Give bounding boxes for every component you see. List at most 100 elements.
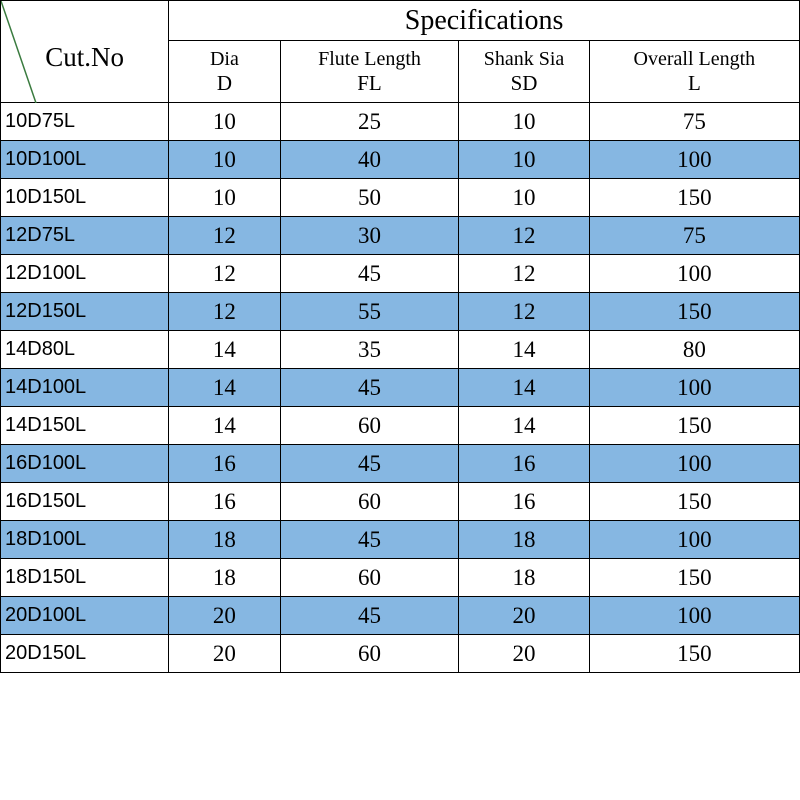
cell-overall: 150 xyxy=(589,293,799,331)
column-header-overall: Overall Length L xyxy=(589,41,799,103)
cell-flute: 45 xyxy=(280,521,459,559)
table-row: 12D75L12301275 xyxy=(1,217,800,255)
header-bottom: FL xyxy=(281,71,459,96)
table-row: 10D100L104010100 xyxy=(1,141,800,179)
cell-overall: 100 xyxy=(589,597,799,635)
cell-dia: 16 xyxy=(169,483,280,521)
cell-flute: 45 xyxy=(280,255,459,293)
cell-cutno: 14D80L xyxy=(1,331,169,369)
cell-overall: 100 xyxy=(589,445,799,483)
cell-dia: 12 xyxy=(169,217,280,255)
cell-flute: 35 xyxy=(280,331,459,369)
cell-dia: 14 xyxy=(169,407,280,445)
column-header-shank: Shank Sia SD xyxy=(459,41,589,103)
column-header-dia: Dia D xyxy=(169,41,280,103)
cell-overall: 150 xyxy=(589,483,799,521)
header-top: Flute Length xyxy=(281,47,459,71)
cell-flute: 45 xyxy=(280,369,459,407)
header-top: Overall Length xyxy=(590,47,799,71)
table-body: 10D75L1025107510D100L10401010010D150L105… xyxy=(1,103,800,673)
cell-flute: 60 xyxy=(280,407,459,445)
cell-overall: 100 xyxy=(589,255,799,293)
cell-overall: 150 xyxy=(589,635,799,673)
cell-cutno: 20D100L xyxy=(1,597,169,635)
table-row: 16D100L164516100 xyxy=(1,445,800,483)
cell-cutno: 12D75L xyxy=(1,217,169,255)
cell-shank: 20 xyxy=(459,597,589,635)
specifications-table: Cut.No Specifications Dia D Flute Length… xyxy=(0,0,800,673)
cell-cutno: 12D150L xyxy=(1,293,169,331)
cell-overall: 100 xyxy=(589,521,799,559)
cell-shank: 20 xyxy=(459,635,589,673)
cell-overall: 150 xyxy=(589,407,799,445)
table-row: 20D150L206020150 xyxy=(1,635,800,673)
cell-shank: 12 xyxy=(459,255,589,293)
cell-flute: 55 xyxy=(280,293,459,331)
cell-dia: 20 xyxy=(169,597,280,635)
cell-flute: 60 xyxy=(280,483,459,521)
header-top: Shank Sia xyxy=(459,47,588,71)
cell-dia: 12 xyxy=(169,255,280,293)
cell-cutno: 14D150L xyxy=(1,407,169,445)
table-row: 10D75L10251075 xyxy=(1,103,800,141)
table-row: 12D150L125512150 xyxy=(1,293,800,331)
cell-dia: 12 xyxy=(169,293,280,331)
cell-flute: 60 xyxy=(280,559,459,597)
table-row: 18D150L186018150 xyxy=(1,559,800,597)
cell-dia: 10 xyxy=(169,179,280,217)
table-row: 16D150L166016150 xyxy=(1,483,800,521)
cell-shank: 16 xyxy=(459,483,589,521)
cell-flute: 60 xyxy=(280,635,459,673)
cell-cutno: 10D100L xyxy=(1,141,169,179)
header-top: Dia xyxy=(169,47,279,71)
cell-dia: 20 xyxy=(169,635,280,673)
cell-cutno: 16D150L xyxy=(1,483,169,521)
table-row: 14D150L146014150 xyxy=(1,407,800,445)
cell-shank: 18 xyxy=(459,521,589,559)
table-row: 20D100L204520100 xyxy=(1,597,800,635)
cell-overall: 150 xyxy=(589,179,799,217)
header-bottom: SD xyxy=(459,71,588,96)
cell-overall: 150 xyxy=(589,559,799,597)
cell-flute: 45 xyxy=(280,597,459,635)
cell-shank: 10 xyxy=(459,141,589,179)
cell-cutno: 14D100L xyxy=(1,369,169,407)
table-row: 10D150L105010150 xyxy=(1,179,800,217)
table-row: 12D100L124512100 xyxy=(1,255,800,293)
table-row: 14D100L144514100 xyxy=(1,369,800,407)
cell-cutno: 10D150L xyxy=(1,179,169,217)
cell-cutno: 20D150L xyxy=(1,635,169,673)
cell-flute: 30 xyxy=(280,217,459,255)
cell-dia: 18 xyxy=(169,559,280,597)
cell-dia: 10 xyxy=(169,103,280,141)
table-title: Specifications xyxy=(169,1,800,41)
cell-cutno: 12D100L xyxy=(1,255,169,293)
cell-shank: 16 xyxy=(459,445,589,483)
cell-dia: 18 xyxy=(169,521,280,559)
cell-overall: 75 xyxy=(589,217,799,255)
cell-cutno: 10D75L xyxy=(1,103,169,141)
cell-cutno: 18D100L xyxy=(1,521,169,559)
header-bottom: L xyxy=(590,71,799,96)
table-row: 18D100L184518100 xyxy=(1,521,800,559)
cell-shank: 12 xyxy=(459,217,589,255)
cell-dia: 16 xyxy=(169,445,280,483)
cell-cutno: 18D150L xyxy=(1,559,169,597)
cell-dia: 10 xyxy=(169,141,280,179)
column-header-flute: Flute Length FL xyxy=(280,41,459,103)
header-bottom: D xyxy=(169,71,279,96)
cell-overall: 75 xyxy=(589,103,799,141)
cell-shank: 14 xyxy=(459,407,589,445)
diagonal-line-icon xyxy=(1,1,161,103)
cell-shank: 10 xyxy=(459,103,589,141)
cell-cutno: 16D100L xyxy=(1,445,169,483)
table-row: 14D80L14351480 xyxy=(1,331,800,369)
cell-shank: 18 xyxy=(459,559,589,597)
cell-flute: 50 xyxy=(280,179,459,217)
cell-dia: 14 xyxy=(169,331,280,369)
cell-overall: 80 xyxy=(589,331,799,369)
cell-shank: 10 xyxy=(459,179,589,217)
cell-flute: 40 xyxy=(280,141,459,179)
cell-shank: 14 xyxy=(459,369,589,407)
cell-flute: 25 xyxy=(280,103,459,141)
